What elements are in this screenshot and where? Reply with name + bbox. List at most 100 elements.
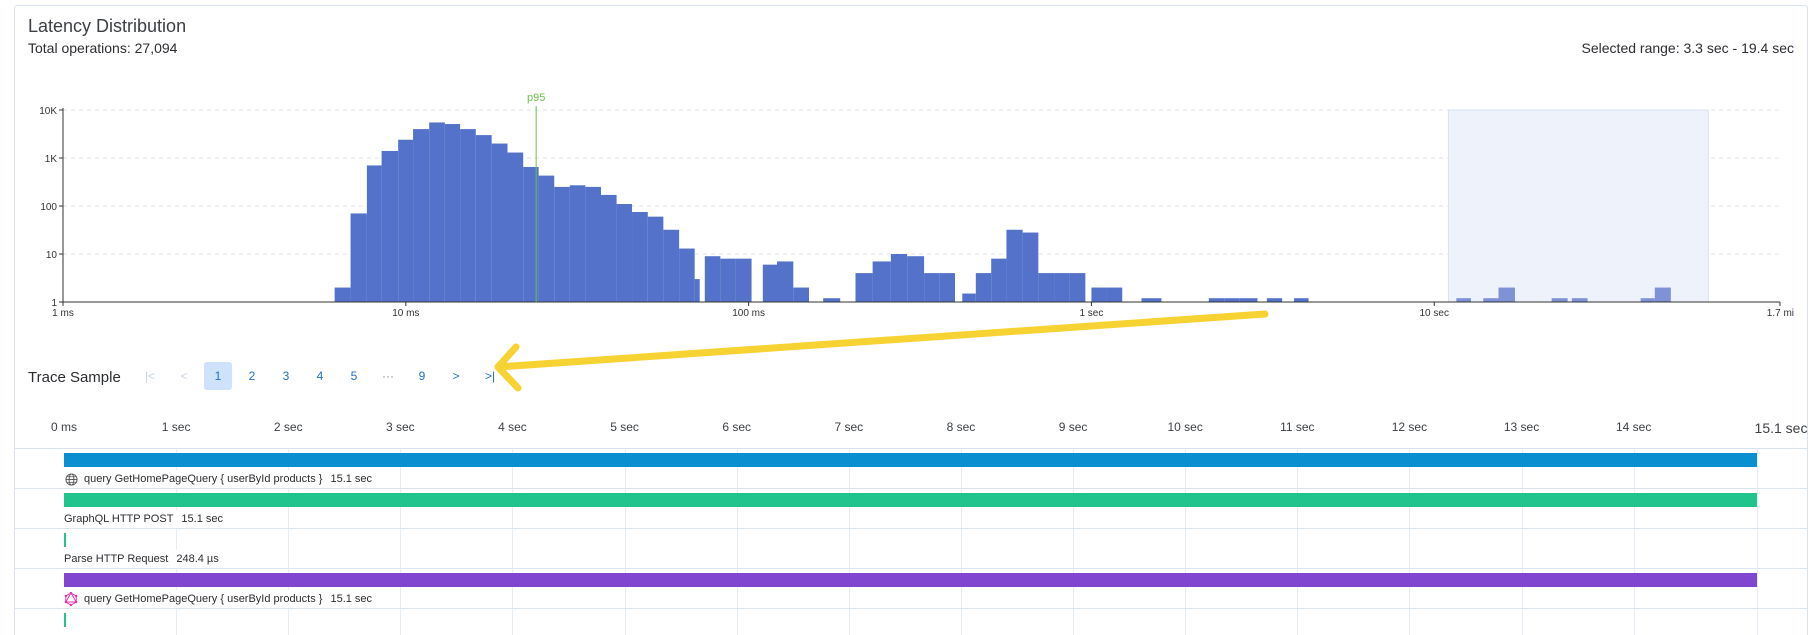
histogram-bar (939, 273, 956, 302)
histogram-selection[interactable] (1447, 109, 1709, 303)
timeline-tick-label: 11 sec (1280, 420, 1315, 434)
timeline-tick-label: 4 sec (498, 420, 527, 434)
x-tick-label: 1 ms (52, 308, 74, 319)
page-3-button[interactable]: 3 (282, 369, 290, 383)
timeline-gridline (848, 449, 850, 635)
y-tick-label: 100 (40, 202, 57, 213)
timeline-gridline (288, 449, 290, 635)
latency-histogram[interactable]: 10K 1K 100 10 11 ms 10 ms 100 ms 1 sec 10 sec 1.7… (0, 0, 1814, 330)
histogram-bar (554, 186, 570, 302)
page-5-button[interactable]: 5 (350, 369, 358, 383)
histogram-bar-selected (1498, 287, 1515, 302)
histogram-bar (1106, 287, 1123, 302)
timeline-gridline (624, 449, 626, 635)
y-tick-label: 1K (45, 154, 58, 165)
trace-span-row[interactable]: query GetHomePageQuery { userById produc… (14, 449, 1808, 489)
span-label: GraphQL HTTP POST 15.1 sec (64, 510, 230, 528)
span-bar[interactable] (64, 493, 1757, 507)
timeline-tick-label: 15.1 sec (1754, 420, 1808, 436)
page-1-button[interactable]: 1 (204, 362, 232, 390)
histogram-bar-selected (1571, 298, 1588, 302)
span-bar[interactable] (64, 453, 1757, 467)
timeline-gridline (1409, 449, 1411, 635)
histogram-bar (569, 185, 586, 302)
histogram-bar (616, 204, 633, 302)
timeline-gridline (512, 449, 514, 635)
span-bar[interactable] (64, 533, 66, 547)
histogram-bar-selected (1551, 298, 1568, 302)
timeline-tick-label: 14 sec (1615, 420, 1652, 434)
histogram-bar (475, 135, 492, 302)
histogram-bar (907, 256, 925, 302)
histogram-bar (1224, 298, 1240, 302)
page-9-button[interactable]: 9 (418, 369, 426, 383)
p95-marker: p95 (527, 92, 545, 302)
total-operations: Total operations: 27,094 (28, 40, 178, 56)
histogram-bar (600, 194, 617, 302)
histogram-bar (962, 293, 976, 302)
histogram-bar (381, 150, 399, 302)
span-bar[interactable] (64, 573, 1757, 587)
histogram-bar (1208, 298, 1225, 302)
histogram-bar (991, 258, 1007, 302)
selected-range-area[interactable] (1447, 109, 1709, 303)
timeline-tick-label: 10 sec (1167, 420, 1203, 434)
trace-span-row[interactable]: Parse HTTP Request 248.4 µs (14, 529, 1808, 569)
prev-page-button: < (180, 369, 188, 383)
page-2-button[interactable]: 2 (248, 369, 256, 383)
histogram-bar (366, 165, 382, 302)
histogram-bar (334, 287, 351, 302)
histogram-bar (507, 152, 524, 302)
histogram-bar (704, 256, 721, 302)
span-name: Parse HTTP Request (64, 553, 169, 565)
trace-waterfall: query GetHomePageQuery { userById produc… (14, 448, 1808, 635)
selected-range: Selected range: 3.3 sec - 19.4 sec (1581, 40, 1794, 56)
trace-sample-title: Trace Sample (28, 369, 121, 386)
timeline-tick-label: 12 sec (1391, 420, 1428, 434)
pagination-ellipsis: ··· (382, 369, 394, 383)
trace-pagination: |< <1 2 3 4 5 ··· 9 > >| (136, 362, 510, 390)
timeline-gridline (176, 449, 178, 635)
histogram-bar (538, 175, 555, 302)
histogram-bar (694, 279, 700, 302)
timeline-tick-label: 2 sec (273, 420, 303, 434)
histogram-bar (398, 139, 414, 302)
trace-span-row[interactable]: query GetHomePageQuery { userById produc… (14, 569, 1808, 609)
trace-span-row[interactable] (14, 609, 1808, 635)
timeline-gridline (1185, 449, 1187, 635)
p95-label: p95 (527, 92, 545, 104)
timeline-gridline (736, 449, 738, 635)
trace-span-row[interactable]: GraphQL HTTP POST 15.1 sec (14, 489, 1808, 529)
timeline-tick-label: 8 sec (946, 420, 976, 434)
next-page-button[interactable]: > (452, 369, 460, 383)
histogram-bar (1069, 273, 1086, 302)
x-tick-label: 1.7 mi (1767, 308, 1794, 319)
histogram-bar (1239, 298, 1258, 302)
histogram-bar-selected (1456, 298, 1471, 302)
span-duration: 15.1 sec (181, 513, 224, 525)
span-duration: 15.1 sec (330, 593, 373, 605)
span-label: Parse HTTP Request 248.4 µs (64, 550, 225, 568)
trace-timeline-axis: 0 ms 1 sec 2 sec 3 sec 4 sec 5 sec 6 sec 7 sec 8… (0, 420, 1814, 440)
timeline-tick-label: 13 sec (1503, 420, 1540, 434)
histogram-bar (872, 261, 891, 302)
histogram-bar (1294, 298, 1309, 302)
histogram-bar (460, 129, 476, 302)
span-bar[interactable] (64, 613, 66, 627)
timeline-tick-label: 3 sec (386, 420, 415, 434)
span-label: query GetHomePageQuery { userById produc… (64, 590, 379, 608)
histogram-bar (762, 264, 778, 302)
histogram-bar (523, 166, 539, 302)
x-tick-label: 1 sec (1079, 308, 1103, 319)
span-duration: 248.4 µs (176, 553, 219, 565)
timeline-gridline (1633, 449, 1635, 635)
x-tick-label: 10 sec (1420, 308, 1449, 319)
histogram-bar (1091, 287, 1107, 302)
span-name: query GetHomePageQuery { userById produc… (84, 593, 323, 605)
last-page-button[interactable]: >| (484, 369, 496, 383)
graphql-icon (64, 592, 78, 606)
span-label: query GetHomePageQuery { userById produc… (64, 470, 379, 488)
histogram-bar (1022, 232, 1039, 302)
page-4-button[interactable]: 4 (316, 369, 324, 383)
histogram-bar (663, 229, 680, 302)
